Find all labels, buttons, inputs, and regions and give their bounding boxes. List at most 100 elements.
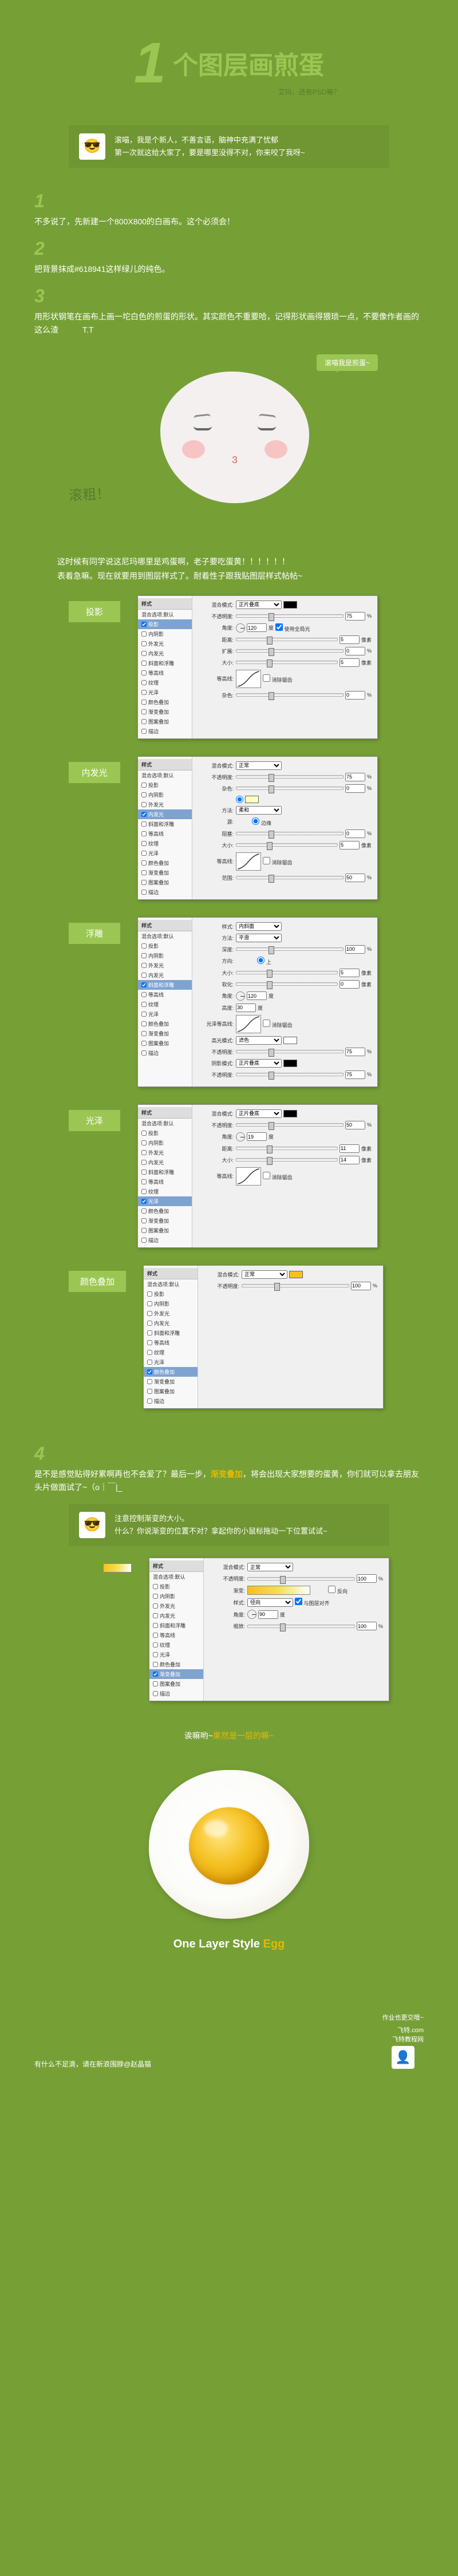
sidebar-item[interactable]: 图案叠加	[149, 1679, 203, 1689]
sidebar-item[interactable]: 斜面和浮雕	[138, 819, 192, 829]
color-swatch[interactable]	[283, 1110, 297, 1117]
sidebar-item[interactable]: 内发光	[138, 649, 192, 658]
style-checkbox[interactable]	[147, 1398, 152, 1404]
sidebar-item[interactable]: 光泽	[144, 1357, 198, 1367]
sidebar-item[interactable]: 投影	[138, 619, 192, 629]
field-select[interactable]: 正常	[236, 761, 282, 770]
field-select[interactable]: 正常	[247, 1563, 293, 1571]
field-value[interactable]	[339, 969, 360, 977]
style-checkbox[interactable]	[141, 860, 147, 866]
field-value[interactable]	[339, 1156, 360, 1164]
style-checkbox[interactable]	[147, 1369, 152, 1374]
sidebar-item[interactable]: 等高线	[149, 1630, 203, 1640]
sidebar-item[interactable]: 颜色叠加	[138, 697, 192, 707]
sidebar-item[interactable]: 描边	[138, 726, 192, 736]
sidebar-item[interactable]: 等高线	[138, 668, 192, 678]
field-slider[interactable]	[236, 982, 338, 986]
style-checkbox[interactable]	[153, 1642, 158, 1647]
style-checkbox[interactable]	[141, 670, 147, 675]
field-slider[interactable]	[236, 1050, 344, 1053]
style-checkbox[interactable]	[141, 1150, 147, 1155]
style-checkbox[interactable]	[141, 631, 147, 637]
style-checkbox[interactable]	[141, 729, 147, 734]
field-slider[interactable]	[236, 876, 344, 879]
style-checkbox[interactable]	[141, 1228, 147, 1233]
sidebar-item[interactable]: 内阴影	[138, 1138, 192, 1148]
field-value[interactable]	[345, 945, 365, 954]
sidebar-item[interactable]: 图案叠加	[138, 717, 192, 726]
field-checkbox[interactable]	[275, 623, 283, 631]
color-swatch[interactable]	[283, 1060, 297, 1067]
contour-preview[interactable]	[236, 852, 261, 871]
sidebar-item[interactable]: 图案叠加	[138, 878, 192, 887]
field-slider[interactable]	[236, 693, 344, 697]
style-checkbox[interactable]	[141, 992, 147, 997]
field-select[interactable]: 径向	[247, 1598, 293, 1607]
field-value[interactable]	[339, 658, 360, 667]
style-checkbox[interactable]	[153, 1662, 158, 1667]
style-checkbox[interactable]	[141, 1131, 147, 1136]
style-checkbox[interactable]	[153, 1594, 158, 1599]
field-select[interactable]: 正片叠底	[236, 600, 282, 609]
sidebar-item[interactable]: 投影	[138, 780, 192, 790]
color-swatch[interactable]	[283, 1037, 297, 1044]
sidebar-item[interactable]: 斜面和浮雕	[144, 1328, 198, 1338]
sidebar-item[interactable]: 投影	[138, 1128, 192, 1138]
style-checkbox[interactable]	[153, 1691, 158, 1696]
style-checkbox[interactable]	[141, 1021, 147, 1026]
style-checkbox[interactable]	[141, 841, 147, 846]
field-slider[interactable]	[236, 832, 344, 835]
style-checkbox[interactable]	[141, 802, 147, 807]
antialias-checkbox[interactable]	[263, 1172, 270, 1179]
style-checkbox[interactable]	[153, 1613, 158, 1618]
sidebar-item[interactable]: 描边	[149, 1689, 203, 1698]
sidebar-item[interactable]: 等高线	[138, 1177, 192, 1187]
sidebar-item[interactable]: 等高线	[138, 829, 192, 839]
sidebar-item[interactable]: 内发光	[144, 1318, 198, 1328]
angle-dial-icon[interactable]	[236, 623, 245, 633]
style-checkbox[interactable]	[141, 661, 147, 666]
sidebar-item[interactable]: 颜色叠加	[138, 1019, 192, 1029]
sidebar-item[interactable]: 外发光	[138, 639, 192, 649]
sidebar-item[interactable]: 斜面和浮雕	[138, 658, 192, 668]
field-value[interactable]	[345, 784, 365, 793]
style-checkbox[interactable]	[141, 783, 147, 788]
sidebar-item[interactable]: 内发光	[149, 1611, 203, 1621]
style-checkbox[interactable]	[141, 831, 147, 836]
sidebar-item[interactable]: 纹理	[138, 999, 192, 1009]
field-value[interactable]	[345, 773, 365, 781]
gradient-preview[interactable]	[247, 1586, 310, 1595]
field-value[interactable]	[345, 1070, 365, 1079]
sidebar-item[interactable]: 内阴影	[138, 790, 192, 800]
sidebar-item[interactable]: 内阴影	[138, 951, 192, 961]
style-checkbox[interactable]	[141, 792, 147, 797]
antialias-checkbox[interactable]	[263, 674, 270, 682]
sidebar-item[interactable]: 内阴影	[144, 1299, 198, 1309]
sidebar-item[interactable]: 颜色叠加	[149, 1660, 203, 1669]
style-checkbox[interactable]	[141, 821, 147, 827]
style-checkbox[interactable]	[153, 1623, 158, 1628]
style-checkbox[interactable]	[141, 1189, 147, 1194]
sidebar-item[interactable]: 纹理	[149, 1640, 203, 1650]
style-checkbox[interactable]	[141, 963, 147, 968]
sidebar-item[interactable]: 斜面和浮雕	[138, 1167, 192, 1177]
style-checkbox[interactable]	[147, 1379, 152, 1384]
sidebar-item[interactable]: 内发光	[138, 809, 192, 819]
style-checkbox[interactable]	[153, 1652, 158, 1657]
sidebar-item[interactable]: 内阴影	[149, 1591, 203, 1601]
sidebar-item[interactable]: 等高线	[144, 1338, 198, 1348]
style-checkbox[interactable]	[141, 622, 147, 627]
field-select[interactable]: 滤色	[236, 1036, 282, 1045]
field-slider[interactable]	[236, 1147, 338, 1150]
sidebar-item[interactable]: 内阴影	[138, 629, 192, 639]
field-slider[interactable]	[236, 649, 344, 653]
angle-dial-icon[interactable]	[236, 991, 245, 1001]
style-checkbox[interactable]	[147, 1321, 152, 1326]
sidebar-item[interactable]: 纹理	[138, 1187, 192, 1196]
sidebar-item[interactable]: 混合选项:默认	[138, 610, 192, 619]
field-select[interactable]: 平滑	[236, 934, 282, 942]
style-checkbox[interactable]	[141, 1050, 147, 1056]
field-slider[interactable]	[236, 661, 338, 664]
style-checkbox[interactable]	[141, 700, 147, 705]
style-checkbox[interactable]	[141, 690, 147, 695]
